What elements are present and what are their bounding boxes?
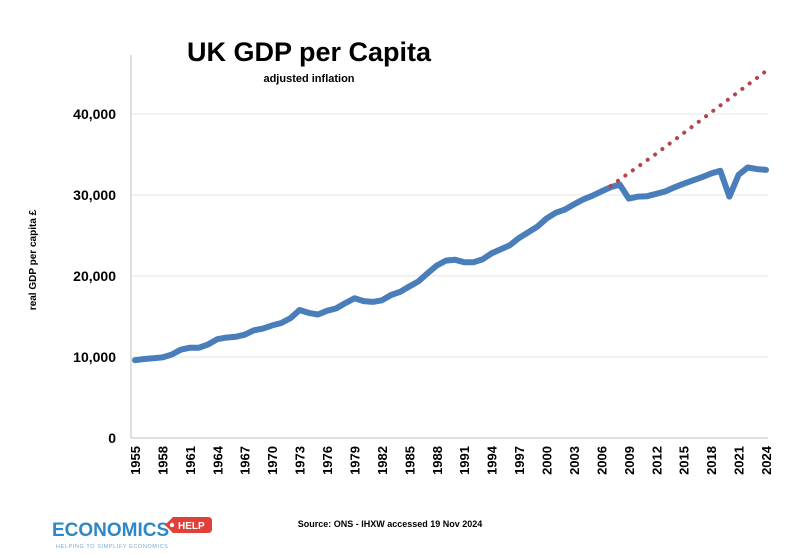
y-tick-label: 20,000	[73, 268, 116, 284]
source-note: Source: ONS - IHXW accessed 19 Nov 2024	[298, 519, 483, 529]
x-tick-label: 1997	[512, 446, 527, 475]
x-tick-label: 1982	[375, 446, 390, 475]
x-tick-label: 1985	[402, 446, 417, 475]
x-tick-label: 1955	[128, 446, 143, 475]
y-axis-label: real GDP per capita £	[28, 209, 39, 310]
chart-title: UK GDP per Capita	[187, 37, 432, 67]
x-tick-label: 1994	[485, 445, 500, 475]
x-tick-label: 2006	[594, 446, 609, 475]
y-tick-label: 30,000	[73, 187, 116, 203]
logo-tagline: HELPING TO SIMPLIFY ECONOMICS	[56, 544, 168, 550]
axes	[130, 55, 768, 439]
economics-help-logo: ECONOMICS HELP HELPING TO SIMPLIFY ECONO…	[52, 517, 212, 550]
logo-badge-shape	[165, 517, 212, 533]
y-tick-label: 10,000	[73, 349, 116, 365]
logo-badge: HELP	[165, 517, 212, 533]
x-tick-label: 1967	[238, 446, 253, 475]
logo-brand-text: ECONOMICS	[52, 520, 169, 541]
x-tick-label: 2015	[677, 446, 692, 475]
x-tick-label: 2003	[567, 446, 582, 475]
x-tick-label: 1973	[293, 446, 308, 475]
x-tick-label: 2024	[759, 445, 774, 475]
x-tick-label: 1976	[320, 446, 335, 475]
logo-badge-text: HELP	[178, 521, 205, 532]
x-tick-label: 2021	[732, 446, 747, 475]
y-tick-label: 0	[108, 430, 116, 446]
x-tick-label: 1961	[183, 446, 198, 475]
x-tick-label: 2000	[540, 446, 555, 475]
x-tick-label: 1970	[265, 446, 280, 475]
x-tick-label: 1964	[210, 445, 225, 475]
x-tick-label: 2018	[704, 446, 719, 475]
chart-subtitle: adjusted inflation	[263, 73, 354, 85]
gdp-line	[132, 164, 769, 364]
gridlines	[131, 113, 768, 358]
x-tick-label: 1958	[155, 446, 170, 475]
x-tick-label: 2012	[649, 446, 664, 475]
x-tick-label: 1979	[347, 446, 362, 475]
y-tick-labels: 0 10,000 20,000 30,000 40,000	[73, 106, 116, 446]
series-layer	[132, 69, 769, 364]
x-tick-label: 2009	[622, 446, 637, 475]
logo-badge-dot-icon	[169, 522, 175, 528]
y-tick-label: 40,000	[73, 106, 116, 122]
x-tick-label: 1988	[430, 446, 445, 475]
x-tick-labels: 1955 1958 1961 1964 1967 1970 1973 1976 1979 1982…	[128, 445, 774, 475]
x-tick-label: 1991	[457, 446, 472, 475]
